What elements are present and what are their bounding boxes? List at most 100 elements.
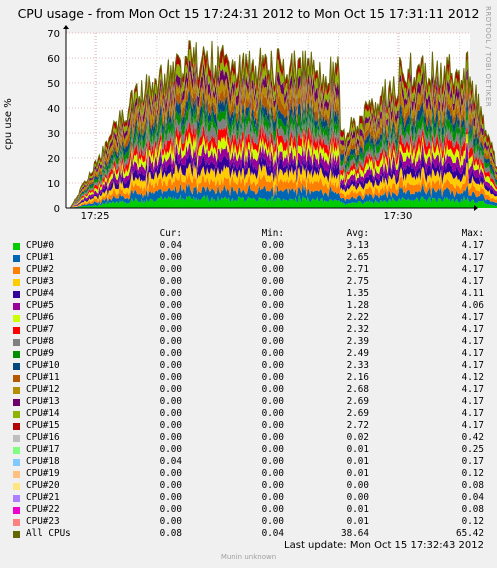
stacked-areas [69, 40, 497, 209]
legend-cur: 0.00 [159, 300, 182, 311]
legend-cur: 0.00 [159, 252, 182, 263]
legend-min: 0.00 [261, 420, 284, 431]
legend-cur: 0.00 [159, 264, 182, 275]
legend-swatch [13, 338, 20, 346]
legend-avg: 0.01 [346, 516, 369, 527]
legend-cur: 0.00 [159, 492, 182, 503]
chart-title: CPU usage - from Mon Oct 15 17:24:31 201… [17, 6, 480, 21]
legend-cur: 0.00 [159, 408, 182, 419]
series-area [70, 60, 497, 208]
legend-name: CPU#12 [26, 384, 60, 395]
y-axis-arrow [63, 25, 69, 29]
legend-cur: 0.00 [159, 276, 182, 287]
legend-name: CPU#2 [26, 264, 54, 275]
legend-avg: 1.28 [346, 300, 369, 311]
legend-max: 0.08 [461, 504, 484, 515]
series-area [70, 150, 497, 208]
legend-swatch [13, 386, 20, 394]
legend-swatch [13, 470, 20, 478]
legend-cur: 0.00 [159, 336, 182, 347]
legend-name: CPU#7 [26, 324, 54, 335]
legend-name: CPU#15 [26, 420, 60, 431]
legend-cur: 0.00 [159, 312, 182, 323]
legend-swatch [13, 398, 20, 406]
legend-min: 0.00 [261, 480, 284, 491]
legend-swatch [13, 326, 20, 334]
legend-avg: 2.49 [346, 348, 369, 359]
legend-max: 4.12 [461, 372, 484, 383]
series-area [70, 161, 497, 208]
legend-cur: 0.00 [159, 384, 182, 395]
legend-avg: 2.32 [346, 324, 369, 335]
legend-max: 4.17 [461, 408, 484, 419]
legend-row: CPU#11 0.00 0.00 2.16 4.12 [0, 372, 497, 384]
legend-min: 0.00 [261, 372, 284, 383]
series-area [70, 99, 497, 208]
legend-avg: 2.69 [346, 408, 369, 419]
y-tick-label: 50 [47, 79, 60, 90]
legend-swatch [13, 518, 20, 526]
legend-min: 0.00 [261, 516, 284, 527]
legend-cur: 0.00 [159, 468, 182, 479]
legend-row: All CPUs 0.08 0.04 38.64 65.42 [0, 528, 497, 540]
x-ticks: 17:25 17:30 [81, 211, 413, 222]
legend-name: CPU#18 [26, 456, 60, 467]
legend-max: 0.04 [461, 492, 484, 503]
munin-credit: Munin unknown [220, 553, 277, 561]
legend-cur: 0.00 [159, 432, 182, 443]
legend-avg: 2.22 [346, 312, 369, 323]
legend-name: CPU#6 [26, 312, 54, 323]
legend-swatch [13, 314, 20, 322]
legend-swatch [13, 362, 20, 370]
legend-min: 0.00 [261, 408, 284, 419]
legend-swatch [13, 278, 20, 286]
legend-min: 0.00 [261, 300, 284, 311]
legend-min: 0.00 [261, 492, 284, 503]
legend-swatch [13, 434, 20, 442]
legend-cur: 0.00 [159, 348, 182, 359]
legend-row: CPU#6 0.00 0.00 2.22 4.17 [0, 312, 497, 324]
legend-max: 4.17 [461, 312, 484, 323]
legend-max: 4.17 [461, 252, 484, 263]
legend-cur: 0.00 [159, 444, 182, 455]
legend-swatch [13, 506, 20, 514]
legend-avg: 2.33 [346, 360, 369, 371]
legend-swatch [13, 350, 20, 358]
legend-avg: 0.02 [346, 432, 369, 443]
all-cpus-line [69, 40, 497, 209]
legend-cur: 0.00 [159, 372, 182, 383]
legend-name: CPU#0 [26, 240, 54, 251]
legend-avg: 1.35 [346, 288, 369, 299]
legend-max: 4.17 [461, 396, 484, 407]
y-tick-label: 40 [47, 104, 60, 115]
legend-name: CPU#8 [26, 336, 54, 347]
legend-name: CPU#1 [26, 252, 54, 263]
legend-swatch [13, 446, 20, 454]
legend-rows: CPU#0 0.04 0.00 3.13 4.17 CPU#1 0.00 0.00 2.65 4.… [0, 240, 497, 540]
legend-swatch [13, 242, 20, 250]
legend-header-cur: Cur: [159, 228, 182, 239]
legend-max: 0.25 [461, 444, 484, 455]
legend-avg: 2.75 [346, 276, 369, 287]
legend-header-avg: Avg: [346, 228, 369, 239]
y-tick-label: 10 [47, 179, 60, 190]
legend-max: 0.08 [461, 480, 484, 491]
legend-max: 4.11 [461, 288, 484, 299]
legend-max: 0.42 [461, 432, 484, 443]
legend-avg: 0.01 [346, 456, 369, 467]
legend-min: 0.00 [261, 432, 284, 443]
x-tick-label: 17:30 [384, 211, 413, 222]
legend-cur: 0.00 [159, 288, 182, 299]
legend-row: CPU#16 0.00 0.00 0.02 0.42 [0, 432, 497, 444]
y-ticks: 0 10 20 30 40 50 60 70 [47, 29, 60, 215]
legend-max: 4.17 [461, 384, 484, 395]
legend: Cur: Min: Avg: Max: CPU#0 0.04 0.00 3.13 4.1… [0, 228, 497, 540]
legend-name: CPU#4 [26, 288, 54, 299]
legend-swatch [13, 254, 20, 262]
cpu-usage-chart: 0 10 20 30 40 50 60 70 17:25 17:30 [47, 25, 497, 222]
legend-min: 0.00 [261, 456, 284, 467]
legend-row: CPU#14 0.00 0.00 2.69 4.17 [0, 408, 497, 420]
legend-name: CPU#3 [26, 276, 54, 287]
legend-max: 4.17 [461, 264, 484, 275]
series-area [70, 182, 497, 208]
